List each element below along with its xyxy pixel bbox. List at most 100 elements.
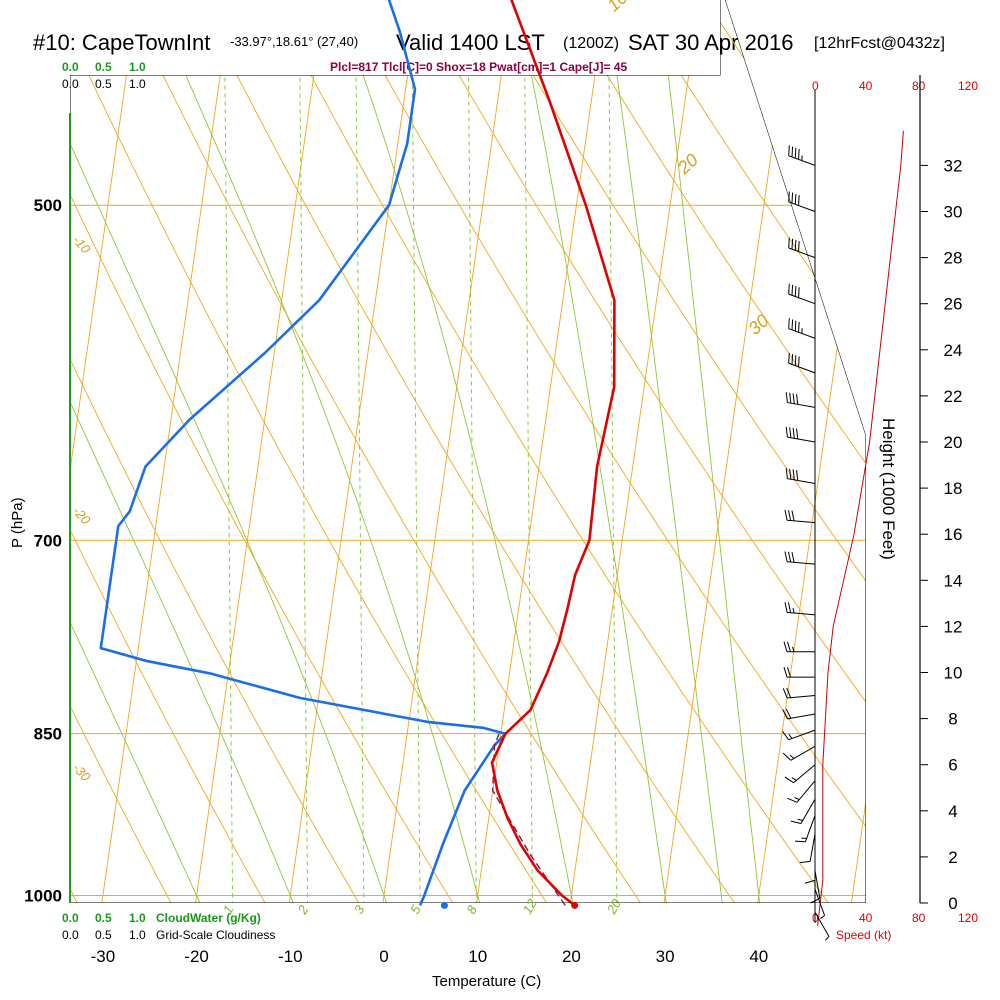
mixing-ratio-label: 12: [520, 896, 541, 917]
chart-grid: [0, 0, 1000, 954]
wind-barb: [783, 666, 815, 678]
wind-barb: [788, 318, 816, 339]
wind-barb-feather: [788, 318, 790, 329]
wind-barb: [782, 708, 816, 720]
pressure-tick-label: 1000: [24, 887, 62, 906]
dry-adiabat-line: [145, 0, 866, 903]
height-axis-title: Height (1000 Feet): [879, 418, 898, 560]
dry-adiabat-line: [332, 0, 866, 903]
wind-barb-feather: [791, 552, 795, 563]
dry-adiabat-line: [70, 0, 675, 903]
wind-barb-half-feather: [820, 915, 825, 920]
dry-adiabat-line: [207, 0, 866, 903]
wind-barb-feather: [788, 191, 790, 202]
wind-barb-feather: [796, 470, 799, 481]
wind-barb-feather: [791, 146, 794, 158]
temperature-tick-label: 0: [379, 947, 388, 966]
wind-barb-feather: [782, 752, 792, 761]
bottom-cloudiness-tick-0: 0.0: [62, 928, 79, 942]
dry-adiabat-line: [894, 0, 1000, 954]
wind-barb-feather: [787, 510, 792, 521]
height-tick-label: 2: [948, 848, 957, 867]
chart-series: [99, 0, 616, 909]
wind-barb: [782, 687, 816, 699]
wind-barb-half-feather: [788, 734, 793, 739]
speed-top-tick-3: 120: [958, 79, 978, 93]
station-title: #10: CapeTownInt: [33, 30, 210, 55]
dry-adiabat-label: -30: [70, 760, 94, 785]
isotherm-line: [375, 0, 588, 903]
mixing-ratio-line: [523, 0, 534, 903]
wind-barb-feather: [794, 147, 797, 159]
isotherm-line: [750, 0, 866, 903]
wind-barb: [782, 745, 816, 761]
wind-barb-feather: [791, 354, 794, 365]
wind-barb-staff: [793, 764, 816, 784]
wind-barb-staff: [790, 745, 816, 761]
height-tick-label: 22: [944, 387, 963, 406]
isotherm-label: 10: [603, 0, 631, 15]
wind-barb-feather: [798, 241, 800, 252]
dry-adiabat-label: -20: [70, 503, 94, 528]
wind-barb-feather: [782, 709, 788, 720]
wind-barb-half-feather: [825, 936, 830, 941]
wind-barb: [787, 780, 816, 803]
isotherm-line: [70, 0, 213, 903]
dry-adiabat-line: [70, 0, 390, 903]
dry-adiabat-line: [830, 0, 866, 903]
top-cloudiness-tick-2: 1.0: [129, 77, 146, 91]
wind-barb: [785, 426, 816, 443]
wind-barb-staff: [788, 293, 816, 305]
wind-barb-feather: [791, 284, 794, 296]
wind-barb: [785, 468, 816, 484]
wind-barb-half-feather: [791, 777, 797, 781]
wind-barb-feather: [783, 641, 788, 652]
wind-barb: [814, 911, 830, 941]
height-tick-label: 6: [948, 756, 957, 775]
wind-barb-feather: [784, 602, 788, 613]
wind-barb-feather: [796, 428, 799, 440]
isotherm-line: [562, 0, 776, 903]
speed-bottom-tick-2: 80: [912, 911, 926, 925]
height-tick-label: 18: [944, 479, 963, 498]
mixing-ratio-label: 8: [463, 902, 480, 916]
wind-barb-feather: [787, 551, 792, 563]
surface-temperature-dot: [571, 901, 579, 909]
wind-barb-staff: [787, 436, 816, 443]
isotherm-line: [0, 0, 25, 954]
wind-barb-feather: [794, 239, 797, 251]
dry-adiabat-line: [70, 0, 199, 903]
wind-barb-staff: [788, 201, 816, 212]
wind-barb-feather: [794, 355, 797, 366]
moist-adiabat-line: [70, 0, 491, 903]
dry-adiabat-line: [70, 0, 771, 903]
dewpoint-line: [99, 0, 507, 906]
wind-barb-staff: [787, 561, 816, 565]
height-tick-label: 28: [944, 249, 963, 268]
wind-barb-feather: [790, 820, 802, 825]
wind-barb-staff: [788, 729, 816, 741]
wind-barb-staff: [787, 478, 816, 484]
wind-barb-feather: [791, 510, 795, 521]
cloudwater-label: CloudWater (g/Kg): [156, 911, 261, 925]
wind-barb-feather: [787, 797, 798, 803]
wind-barb-feather: [789, 427, 792, 438]
wind-barb-feather: [794, 286, 797, 297]
moist-adiabat-line: [70, 0, 311, 903]
wind-barb: [784, 602, 816, 616]
height-tick-label: 14: [944, 571, 963, 590]
isotherm-label: 30: [744, 310, 772, 338]
pressure-tick-label: 700: [34, 531, 62, 550]
speed-profile-line: [817, 130, 904, 927]
temperature-tick-label: 40: [749, 947, 768, 966]
wind-barb-feather: [796, 393, 799, 405]
dry-adiabat-line: [394, 0, 866, 903]
wind-barb: [785, 392, 816, 408]
isotherm-line: [187, 0, 401, 903]
wind-barb-staff: [787, 402, 816, 408]
mixing-ratio-line: [607, 0, 618, 903]
wind-barb-feather: [788, 145, 790, 156]
wind-barb: [784, 509, 816, 524]
forecast-label: [12hrFcst@0432z]: [814, 35, 945, 52]
